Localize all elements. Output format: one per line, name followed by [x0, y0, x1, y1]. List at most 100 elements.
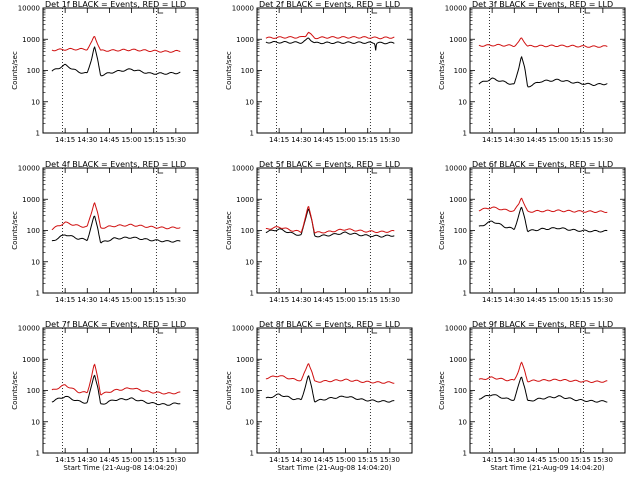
series-line-events — [478, 55, 608, 88]
y-tick-label: 1000 — [449, 36, 467, 44]
y-tick-label: 100 — [241, 387, 254, 395]
x-axis-label: Start Time (21-Aug-08 14:04:20) — [277, 464, 391, 472]
series-line-events — [478, 206, 608, 233]
y-tick-label: 10000 — [445, 165, 467, 173]
plot-frame — [256, 167, 413, 294]
x-tick-label: 14:45 — [313, 136, 333, 144]
x-tick-label: 15:15 — [571, 136, 591, 144]
x-tick-label: 14:30 — [504, 456, 524, 464]
x-tick-label: 15:15 — [571, 456, 591, 464]
y-axis-label: Counts/sec — [225, 371, 233, 410]
y-axis-label: Counts/sec — [438, 51, 446, 90]
x-tick-label: 15:00 — [548, 136, 568, 144]
series-line-lld — [51, 201, 181, 231]
x-tick-label: 15:15 — [358, 296, 378, 304]
chart-title: Det 9f BLACK = Events, RED = LLD — [472, 320, 613, 329]
x-tick-label: 14:30 — [77, 296, 97, 304]
x-tick-label: 14:30 — [291, 136, 311, 144]
x-tick-label: 15:30 — [593, 456, 613, 464]
y-tick-label: 10 — [458, 418, 467, 426]
y-tick-label: 10000 — [445, 325, 467, 333]
y-tick-label: 10000 — [18, 165, 40, 173]
x-tick-label: 14:15 — [55, 296, 75, 304]
chart-title: Det 1f BLACK = Events, RED = LLD — [45, 0, 186, 9]
x-tick-label: 15:00 — [121, 136, 141, 144]
x-tick-label: 14:15 — [55, 136, 75, 144]
plot-frame — [256, 7, 413, 134]
y-tick-label: 1 — [36, 290, 40, 298]
x-tick-label: 14:15 — [269, 296, 289, 304]
y-tick-label: 1 — [463, 130, 467, 138]
chart-title: Det 4f BLACK = Events, RED = LLD — [45, 160, 186, 169]
bracket-mark — [584, 8, 591, 14]
plot-frame — [469, 167, 626, 294]
y-tick-label: 10 — [245, 418, 254, 426]
x-tick-label: 14:45 — [99, 136, 119, 144]
x-tick-label: 14:45 — [526, 136, 546, 144]
y-tick-label: 1 — [250, 450, 254, 458]
y-tick-label: 10 — [458, 98, 467, 106]
series-line-lld — [478, 197, 608, 214]
x-tick-label: 15:15 — [144, 296, 164, 304]
bracket-mark — [584, 328, 591, 334]
y-axis-label: Counts/sec — [438, 211, 446, 250]
plot-frame — [256, 327, 413, 454]
x-tick-label: 14:45 — [99, 456, 119, 464]
y-tick-label: 10000 — [445, 5, 467, 13]
series-line-events — [51, 374, 181, 406]
x-tick-label: 15:15 — [571, 296, 591, 304]
y-tick-label: 10000 — [232, 165, 254, 173]
y-tick-label: 10000 — [232, 325, 254, 333]
y-tick-label: 10 — [31, 258, 40, 266]
series-line-lld — [265, 31, 395, 40]
chart-panel-3: Det 3f BLACK = Events, RED = LLD 1 10 100 10… — [438, 0, 626, 144]
series-line-lld — [265, 363, 395, 384]
x-tick-label: 14:30 — [77, 136, 97, 144]
x-tick-label: 14:15 — [269, 136, 289, 144]
chart-panel-9: Det 9f BLACK = Events, RED = LLD 1 10 100 10… — [438, 320, 626, 472]
x-tick-label: 14:30 — [291, 296, 311, 304]
y-axis-label: Counts/sec — [225, 51, 233, 90]
bracket-mark — [157, 168, 164, 174]
bracket-mark — [371, 168, 378, 174]
y-tick-label: 100 — [241, 67, 254, 75]
x-tick-label: 15:15 — [358, 136, 378, 144]
x-tick-label: 15:15 — [358, 456, 378, 464]
y-tick-label: 100 — [454, 227, 467, 235]
x-tick-label: 15:30 — [593, 136, 613, 144]
bracket-mark — [584, 168, 591, 174]
x-tick-label: 15:00 — [335, 136, 355, 144]
series-line-lld — [51, 36, 181, 53]
x-tick-label: 14:45 — [313, 456, 333, 464]
x-tick-label: 14:45 — [526, 296, 546, 304]
plot-frame — [469, 327, 626, 454]
x-tick-label: 14:15 — [269, 456, 289, 464]
chart-panel-5: Det 5f BLACK = Events, RED = LLD 1 10 100 10… — [225, 160, 413, 304]
y-tick-label: 1 — [463, 450, 467, 458]
bracket-mark — [157, 328, 164, 334]
y-tick-label: 10000 — [232, 5, 254, 13]
chart-title: Det 2f BLACK = Events, RED = LLD — [259, 0, 400, 9]
chart-panel-7: Det 7f BLACK = Events, RED = LLD 1 10 100 10… — [11, 320, 199, 472]
x-tick-label: 14:15 — [482, 136, 502, 144]
chart-title: Det 3f BLACK = Events, RED = LLD — [472, 0, 613, 9]
y-axis-label: Counts/sec — [11, 371, 19, 410]
x-tick-label: 14:30 — [504, 296, 524, 304]
series-line-events — [265, 37, 395, 51]
x-tick-label: 15:30 — [166, 296, 186, 304]
series-line-events — [265, 375, 395, 403]
x-tick-label: 14:30 — [504, 136, 524, 144]
x-tick-label: 14:45 — [526, 456, 546, 464]
y-tick-label: 10 — [31, 98, 40, 106]
y-tick-label: 1000 — [236, 196, 254, 204]
x-tick-label: 15:00 — [335, 296, 355, 304]
x-tick-label: 15:30 — [166, 136, 186, 144]
y-tick-label: 1000 — [236, 356, 254, 364]
y-tick-label: 1000 — [22, 356, 40, 364]
x-tick-label: 15:00 — [121, 456, 141, 464]
x-axis-label: Start Time (21-Aug-09 14:04:20) — [490, 464, 604, 472]
x-tick-label: 15:15 — [144, 136, 164, 144]
y-tick-label: 1000 — [236, 36, 254, 44]
chart-panel-1: Det 1f BLACK = Events, RED = LLD 1 10 100 10… — [11, 0, 199, 144]
y-axis-label: Counts/sec — [11, 51, 19, 90]
